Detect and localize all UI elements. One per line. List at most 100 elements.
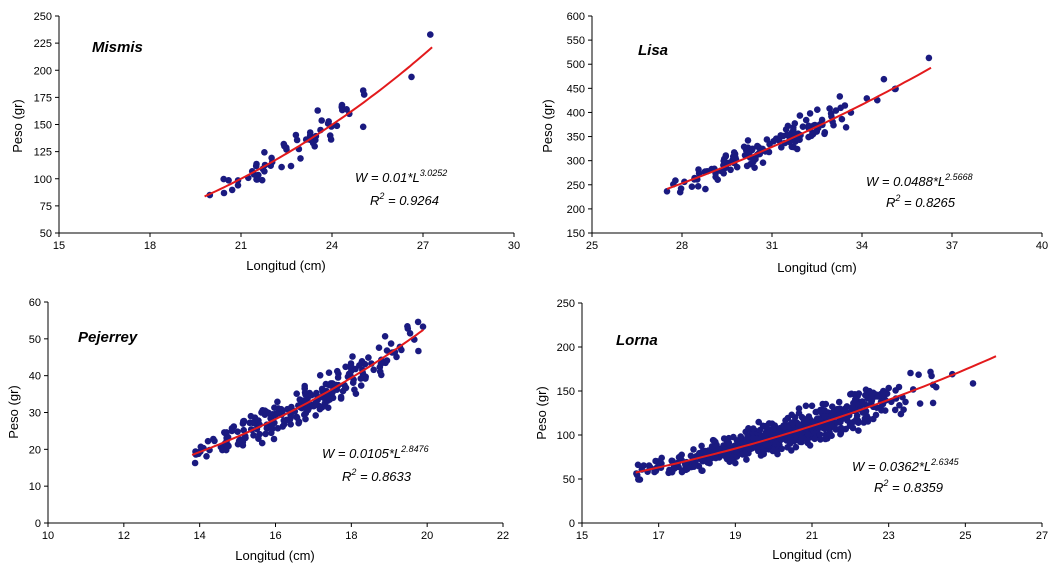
x-tick-label: 10 (42, 530, 54, 542)
data-point (779, 132, 787, 140)
data-point (220, 175, 227, 183)
data-point (357, 382, 365, 389)
data-point (234, 428, 241, 436)
x-tick-label: 20 (421, 530, 433, 542)
y-tick-label: 20 (29, 444, 41, 456)
data-point (381, 333, 389, 340)
data-point (757, 452, 765, 459)
data-point (802, 402, 810, 410)
data-point (408, 73, 415, 81)
data-point (383, 357, 391, 364)
data-point (306, 129, 314, 136)
data-point (312, 412, 320, 419)
data-point (796, 112, 804, 119)
data-point (896, 402, 903, 409)
data-point (915, 371, 922, 379)
x-tick-label: 23 (883, 530, 895, 542)
data-point (805, 413, 813, 420)
data-point (398, 346, 405, 354)
data-point (314, 107, 322, 114)
data-point (365, 354, 372, 361)
data-point (828, 432, 835, 440)
data-point (634, 461, 642, 469)
data-point (228, 186, 236, 194)
data-point (813, 408, 820, 416)
data-point (852, 395, 859, 403)
data-point (742, 450, 749, 458)
x-axis-label: Longitud (cm) (772, 547, 851, 562)
y-axis-label: Peso (gr) (10, 99, 25, 152)
data-point (695, 462, 703, 470)
data-point (743, 456, 750, 463)
data-point (404, 325, 412, 332)
data-point (370, 366, 378, 374)
data-point (258, 439, 266, 447)
data-point (234, 182, 242, 189)
data-point (778, 445, 785, 453)
data-point (788, 419, 796, 426)
x-tick-label: 19 (729, 530, 741, 542)
data-point (714, 176, 721, 183)
data-point (832, 107, 840, 114)
data-point (287, 421, 295, 428)
data-point (316, 372, 324, 379)
data-point (321, 402, 329, 409)
data-point (281, 142, 288, 150)
data-point (358, 359, 365, 367)
data-point (765, 429, 773, 437)
data-point (804, 431, 812, 438)
data-point (792, 443, 800, 451)
data-point (766, 140, 773, 148)
y-tick-label: 100 (34, 174, 52, 186)
data-point (699, 457, 707, 465)
data-point (270, 435, 278, 443)
data-point (278, 163, 285, 171)
data-point (880, 389, 887, 397)
x-tick-label: 27 (417, 240, 429, 252)
data-point (895, 383, 903, 391)
data-point (855, 427, 862, 434)
data-point (744, 137, 752, 144)
data-point (837, 428, 845, 436)
y-tick-label: 50 (40, 228, 52, 240)
data-point (337, 393, 345, 401)
data-point (770, 447, 778, 454)
x-axis-label: Longitud (cm) (235, 548, 314, 563)
x-tick-label: 24 (326, 240, 338, 252)
data-point (419, 323, 427, 331)
data-point (759, 159, 767, 166)
data-point (255, 435, 262, 443)
data-point (210, 435, 217, 443)
data-point (788, 447, 795, 454)
data-point (265, 409, 273, 417)
data-point (220, 189, 228, 197)
chart-lorna: 0 50 100 150 200 250 15 17 19 21 23 25 27 Longitud (c… (534, 298, 1048, 562)
y-tick-label: 250 (34, 11, 52, 23)
data-point (727, 166, 734, 174)
data-point (770, 425, 777, 433)
data-point (709, 436, 717, 444)
fit-line (666, 66, 932, 190)
data-point (809, 130, 817, 138)
data-point (803, 418, 810, 425)
x-tick-label: 28 (676, 240, 688, 252)
data-point (829, 403, 836, 411)
x-tick-label: 21 (806, 530, 818, 542)
x-tick-label: 15 (576, 530, 588, 542)
data-point (387, 340, 395, 347)
data-point (280, 417, 288, 424)
data-point (781, 423, 788, 431)
data-point (652, 457, 659, 465)
data-point (197, 443, 205, 451)
fit-line (204, 46, 433, 198)
data-point (829, 409, 837, 416)
data-point (191, 459, 199, 467)
data-point (274, 425, 282, 432)
data-point (324, 394, 331, 401)
r-squared-label: R2 = 0.8359 (874, 478, 943, 495)
data-point (842, 124, 850, 131)
y-axis-label: Peso (gr) (6, 385, 21, 438)
data-point (793, 145, 801, 153)
data-point (925, 54, 933, 62)
